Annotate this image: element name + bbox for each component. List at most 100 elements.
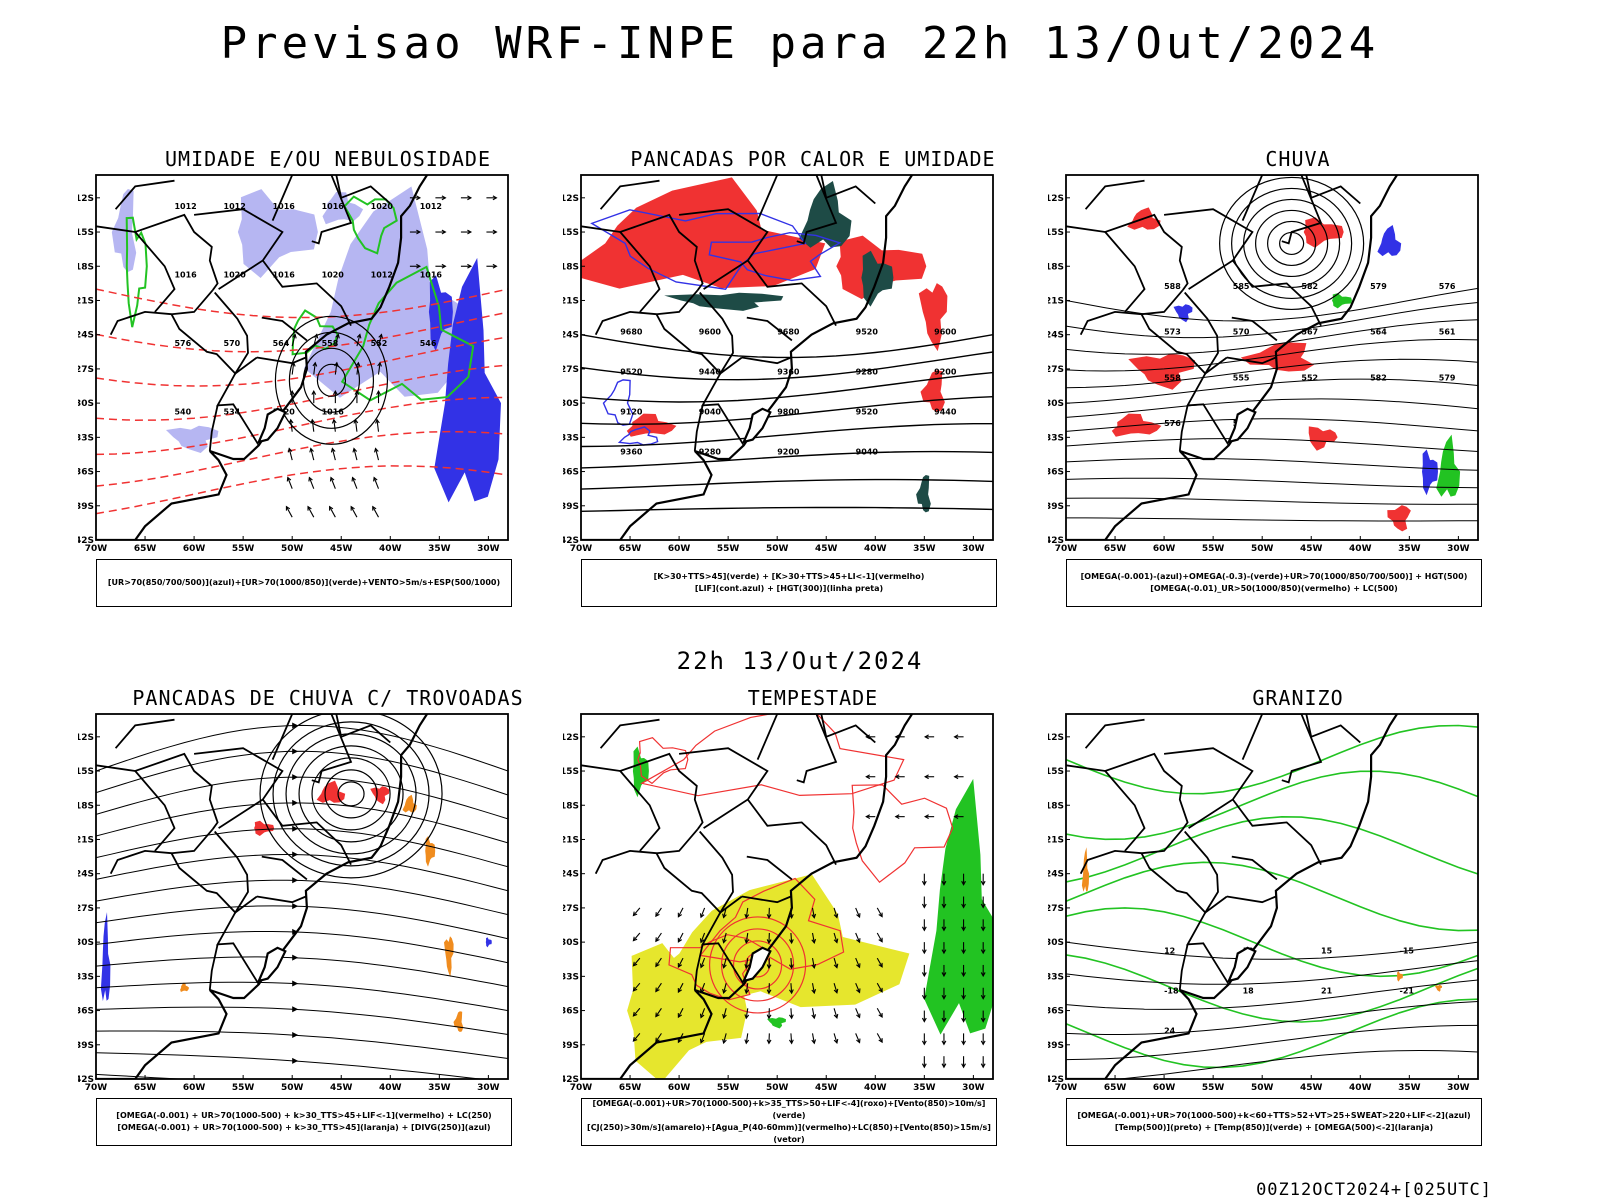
wind-arrow-head (655, 912, 660, 918)
wind-arrow-head (655, 1012, 660, 1018)
wind-arrow (876, 957, 883, 968)
contour-line (1066, 302, 1478, 339)
lat-label: 27S (563, 365, 579, 375)
border-line (1140, 828, 1219, 914)
map-umidade: 1012 1012 1016 1016 1020 1012 1016 1020 1016 1020… (78, 174, 509, 554)
lat-label: 39S (1048, 502, 1064, 512)
lon-label: 45W (330, 1083, 353, 1093)
plot-border (95, 713, 509, 1080)
lon-label: 30W (962, 544, 985, 554)
wind-arrow-head (766, 989, 772, 995)
green-outline (340, 265, 475, 402)
wind-arrow (372, 506, 379, 518)
panel-legend: [K>30+TTS>45](verde) + [K>30+TTS>45+LI<-… (581, 559, 997, 607)
wind-arrow (745, 1008, 749, 1019)
wind-arrow-head (878, 912, 883, 918)
wind-arrow-head (374, 447, 379, 453)
wind-arrow (308, 477, 315, 489)
wind-arrow-head (941, 1040, 947, 1046)
closed-contour (274, 315, 389, 445)
contour-value: 24 (1164, 1026, 1176, 1035)
wind-arrow-head (894, 814, 900, 820)
wind-arrow-head (856, 1013, 861, 1019)
lon-label: 50W (1251, 544, 1274, 554)
wind-arrow-head (923, 814, 929, 820)
wind-arrow (375, 448, 380, 461)
border-line (261, 316, 308, 342)
wind-arrow-head (677, 988, 683, 994)
wind-arrow (700, 957, 706, 968)
contour-value: -18 (1164, 986, 1179, 995)
wind-arrow (855, 932, 861, 943)
panel-title: UMIDADE E/OU NEBULOSIDADE (164, 147, 492, 171)
wind-arrow (655, 982, 662, 992)
wind-arrow-head (980, 880, 986, 886)
lat-label: 36S (78, 1007, 94, 1017)
omega-orange-area (1081, 847, 1090, 892)
contour-value: 1012 (174, 202, 196, 211)
wind-arrow (677, 907, 684, 918)
contour-value: 9280 (856, 368, 879, 377)
wind-arrow-head (375, 418, 380, 424)
lat-label: 42S (1048, 1075, 1064, 1085)
panel-granizo: GRANIZO 121215-15-181821-212412S15S18S21… (1048, 686, 1548, 1166)
base-map (1066, 714, 1399, 1079)
lon-label: 35W (1398, 544, 1421, 554)
border-line (109, 310, 172, 336)
wind-arrow-head (313, 333, 319, 339)
wind-arrow (833, 957, 838, 968)
panel-title: TEMPESTADE (747, 686, 879, 710)
wind-arrow-head (980, 972, 986, 978)
wind-arrow-head (677, 912, 683, 918)
contour-value: 9360 (620, 447, 643, 456)
border-line (820, 714, 876, 744)
wind-arrow-head (722, 1013, 727, 1020)
wind-arrow (855, 1033, 861, 1043)
wind-vectors (632, 907, 883, 1045)
lat-label: 27S (1048, 365, 1064, 375)
lon-label: 30W (1447, 544, 1470, 554)
lon-label: 60W (668, 1083, 691, 1093)
lat-label: 36S (1048, 468, 1064, 478)
plot-border (580, 713, 994, 1080)
lat-label: 42S (1048, 536, 1064, 546)
closed-contour (1231, 187, 1353, 300)
wind-arrow (677, 1008, 684, 1018)
wind-arrow (855, 957, 861, 968)
panel-legend: [OMEGA(-0.001) + UR>70(1000-500) + k>30_… (96, 1098, 512, 1146)
contour-value: 9440 (934, 408, 957, 417)
wind-arrow-head (699, 1013, 705, 1019)
wind-arrow-head (921, 880, 927, 886)
wind-arrow-head (350, 505, 355, 511)
coastline (96, 175, 429, 540)
rain-green (1332, 293, 1461, 497)
contour-line (1114, 1049, 1478, 1079)
contour-line (96, 364, 508, 421)
wind-arrow-head (722, 963, 727, 969)
wind-arrow-head (941, 949, 947, 955)
rain-green-area (1436, 434, 1461, 497)
wind-arrow-head (833, 1038, 839, 1045)
water-contour (699, 877, 845, 970)
wind-arrow (723, 957, 727, 968)
wind-arrow (876, 1008, 883, 1018)
wind-arrow-head (833, 913, 839, 919)
lat-label: 36S (78, 468, 94, 478)
border-line (208, 405, 219, 452)
wind-arrow-head (811, 989, 817, 995)
wind-arrow-head (441, 263, 447, 269)
lat-label: 18S (1048, 262, 1064, 272)
border-line (114, 179, 175, 210)
rain-red-area (1240, 342, 1315, 372)
streamline-arrow (292, 722, 299, 729)
border-line (134, 231, 176, 313)
heat-teal-area (664, 292, 784, 311)
border-line (271, 175, 353, 245)
wind-arrow (356, 334, 361, 347)
wind-arrow (632, 1033, 641, 1042)
border-line (746, 855, 793, 881)
wind-arrow-head (953, 774, 959, 780)
border-line (1186, 895, 1230, 985)
closed-contour (708, 916, 807, 1014)
